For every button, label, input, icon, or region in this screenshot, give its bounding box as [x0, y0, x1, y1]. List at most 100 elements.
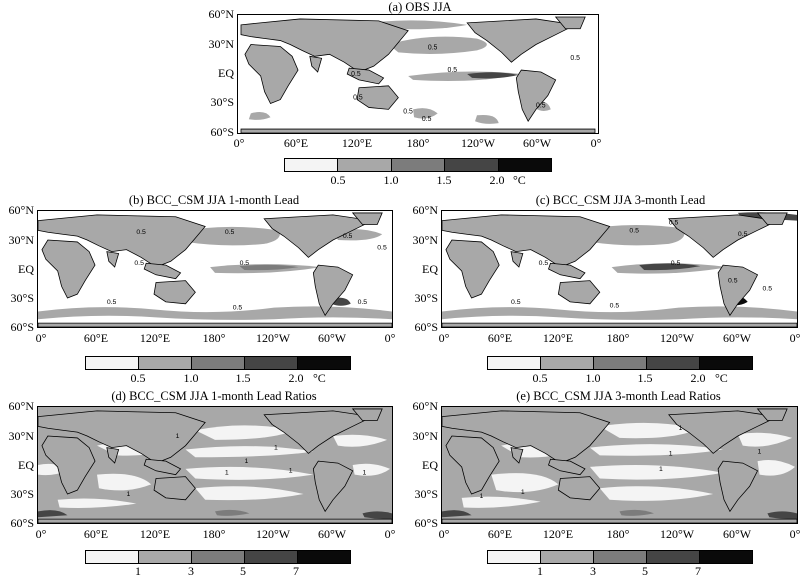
colorbar-c-label: 0.5 — [532, 371, 548, 385]
map-panel-b: 0.5 0.5 0.5 0.5 0.5 0.5 0.5 0.5 0.5 — [37, 210, 393, 328]
lat-label-eq: EQ — [18, 262, 34, 276]
colorbar-bin — [338, 159, 392, 171]
lat-label-30s: 30°S — [10, 487, 34, 501]
colorbar-b — [85, 356, 351, 370]
contour-label: 0.5 — [629, 227, 639, 234]
land-antarctica — [38, 322, 392, 327]
land-antarctica — [442, 518, 797, 523]
land-australia — [356, 85, 399, 110]
lon-label-120e: 120°E — [139, 527, 171, 541]
land-africa — [445, 239, 500, 299]
land-seasia — [143, 458, 182, 476]
land-seasia — [548, 262, 586, 280]
contour-label: 1 — [521, 489, 525, 496]
white-region — [57, 498, 137, 509]
contour-label: 1 — [363, 470, 367, 477]
lon-label-60e: 60°E — [487, 527, 513, 541]
lat-label-30n: 30°N — [8, 233, 34, 247]
colorbar-d — [85, 550, 351, 564]
map-panel-c: 0.5 0.5 0.5 0.5 0.5 0.5 0.5 0.5 0.5 — [441, 210, 798, 328]
land-australia — [557, 280, 601, 305]
lon-label-60e: 60°E — [283, 136, 309, 150]
shade-indian-south — [248, 112, 271, 120]
contour-label: 1 — [669, 450, 673, 457]
shade-eq-core — [639, 263, 701, 271]
land-india — [510, 447, 524, 464]
contour-label: 0.5 — [422, 116, 432, 123]
colorbar-e-label: 3 — [590, 564, 596, 578]
land-greenland — [756, 408, 788, 421]
land-africa — [445, 435, 500, 495]
dark-region — [442, 510, 472, 518]
land-eurasia — [38, 214, 206, 268]
land-eurasia — [240, 18, 409, 73]
contour-label: 0.5 — [570, 55, 580, 62]
land-africa — [41, 435, 96, 495]
lat-label-eq: EQ — [422, 458, 438, 472]
lon-label-60w: 60°W — [722, 527, 752, 541]
white-region — [195, 486, 304, 501]
land-greenland — [554, 16, 586, 30]
lon-label-0: 0° — [438, 331, 450, 345]
land-south-america — [717, 264, 759, 317]
lat-label-30n: 30°N — [412, 429, 438, 443]
dark-region — [362, 511, 392, 520]
contour-label: 0.5 — [669, 220, 679, 227]
colorbar-a — [284, 158, 552, 172]
land-india — [510, 251, 524, 268]
lon-label-180: 180° — [606, 331, 630, 345]
contour-label: 1 — [127, 491, 131, 498]
colorbar-e — [487, 550, 753, 564]
contour-label: 0.5 — [448, 67, 458, 74]
contour-label: 0.5 — [233, 305, 243, 312]
lat-label-60n: 60°N — [412, 399, 438, 413]
lat-label-30s: 30°S — [414, 487, 438, 501]
colorbar-b-label: 1.0 — [183, 371, 199, 385]
contour-label: 0.5 — [240, 260, 250, 267]
lat-label-60n: 60°N — [8, 399, 34, 413]
map-panel-e: 1 1 1 1 1 1 — [441, 406, 798, 524]
lat-label-60s: 60°S — [414, 516, 438, 530]
contour-label: 0.5 — [671, 260, 681, 267]
lon-label-0: 0° — [233, 136, 245, 150]
shade-south-band — [442, 306, 797, 320]
panel-b-title: (b) BCC_CSM JJA 1-month Lead — [128, 193, 300, 207]
contour-label: 0.5 — [762, 285, 772, 292]
white-region — [589, 444, 724, 456]
lon-label-60w: 60°W — [317, 527, 347, 541]
contour-label: 0.5 — [610, 303, 620, 310]
colorbar-bin — [391, 159, 446, 171]
dark-region — [38, 510, 68, 518]
colorbar-a-label: 1.0 — [383, 173, 399, 187]
contour-label: 0.5 — [136, 229, 146, 236]
map-a-svg: 0.5 0.5 0.5 0.5 0.5 0.5 0.5 0.5 — [240, 16, 596, 133]
shade-eq-core — [239, 264, 299, 271]
colorbar-a-label: 0.5 — [330, 173, 346, 187]
colorbar-c-label: 2.0 — [690, 371, 706, 385]
map-c-svg: 0.5 0.5 0.5 0.5 0.5 0.5 0.5 0.5 0.5 — [442, 212, 797, 327]
white-region — [599, 486, 714, 501]
shade-south-band — [38, 306, 392, 320]
lat-label-30s: 30°S — [210, 95, 234, 109]
lat-label-eq: EQ — [422, 262, 438, 276]
lat-label-eq: EQ — [18, 458, 34, 472]
white-region — [185, 466, 314, 480]
lon-label-0-end: 0° — [789, 331, 801, 345]
lon-label-180: 180° — [202, 527, 226, 541]
contour-label: 1 — [225, 470, 229, 477]
white-region — [185, 446, 314, 458]
lon-label-0-end: 0° — [384, 331, 396, 345]
colorbar-e-label: 5 — [642, 564, 648, 578]
contour-label: 1 — [679, 425, 683, 432]
white-region — [195, 425, 294, 440]
contour-label: 1 — [274, 445, 278, 452]
shade-eq-core — [467, 72, 519, 79]
contour-label: 0.5 — [358, 299, 368, 306]
colorbar-a-label: 2.0 — [489, 173, 505, 187]
colorbar-e-label: 7 — [695, 564, 701, 578]
land-seasia — [143, 262, 182, 280]
lon-label-180: 180° — [406, 136, 430, 150]
land-seasia — [548, 458, 586, 476]
white-region — [333, 434, 388, 447]
colorbar-c-unit: °C — [715, 371, 728, 385]
